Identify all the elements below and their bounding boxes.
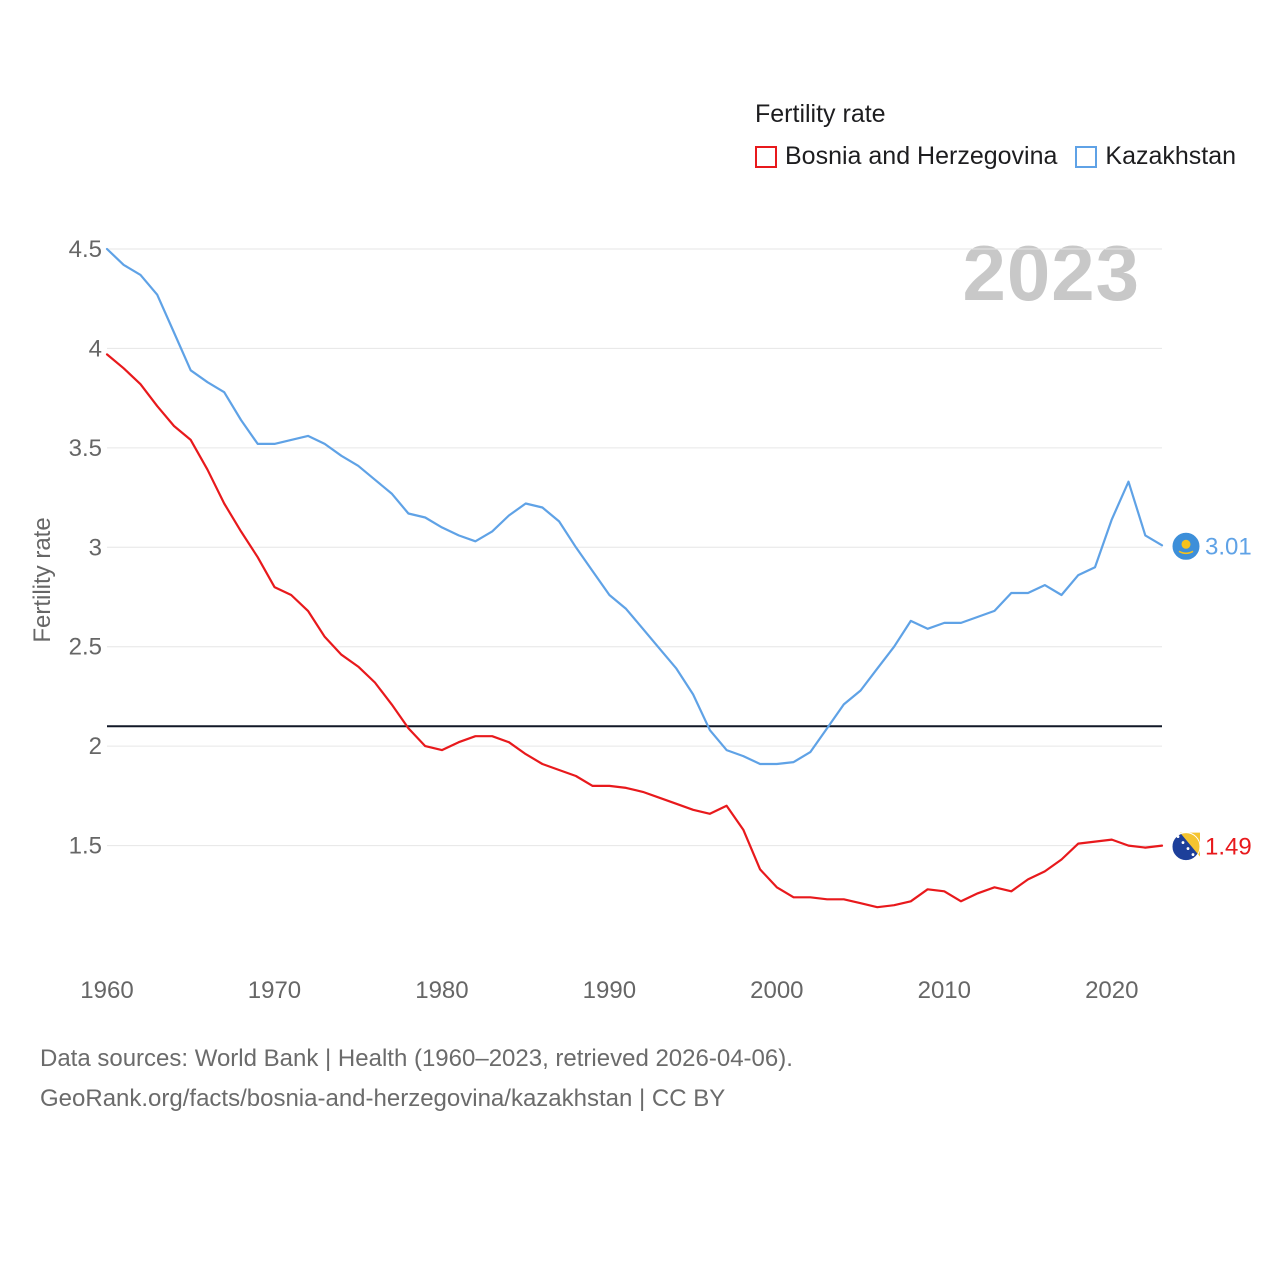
line-chart: 1.5 2 2.5 3 3.5 4 4.5 1960 1970 1980 1990 2000 2010… bbox=[29, 236, 1252, 1004]
x-tick-label: 1980 bbox=[415, 977, 468, 1004]
y-axis-title: Fertility rate bbox=[29, 517, 56, 642]
legend: Bosnia and Herzegovina Kazakhstan bbox=[755, 142, 1254, 171]
y-tick-label: 2.5 bbox=[69, 634, 102, 661]
legend-label-kazakhstan: Kazakhstan bbox=[1105, 142, 1237, 170]
legend-swatch-bosnia bbox=[755, 145, 777, 168]
end-value-label: 1.49 bbox=[1205, 834, 1252, 861]
y-tick-label: 1.5 bbox=[69, 833, 102, 860]
end-value-label: 3.01 bbox=[1205, 533, 1252, 560]
series-line-kazakhstan[interactable] bbox=[105, 247, 1164, 766]
source-link[interactable]: GeoRank.org/facts/bosnia-and-herzegovina… bbox=[40, 1085, 726, 1112]
legend-title: Fertility rate bbox=[755, 100, 886, 128]
year-label: 2023 bbox=[962, 229, 1140, 317]
y-tick-label: 2 bbox=[89, 733, 102, 760]
x-tick-label: 2010 bbox=[918, 977, 971, 1004]
source-note: Data sources: World Bank | Health (1960–… bbox=[40, 1045, 793, 1072]
bosnia-flag-icon bbox=[1171, 832, 1201, 862]
y-tick-label: 3 bbox=[89, 534, 102, 561]
kazakhstan-flag-icon bbox=[1171, 531, 1201, 561]
y-tick-label: 4 bbox=[89, 335, 102, 362]
x-tick-label: 1990 bbox=[583, 977, 636, 1004]
x-axis-ticks: 1960 1970 1980 1990 2000 2010 2020 bbox=[80, 977, 1138, 1004]
grid-lines bbox=[107, 248, 1162, 847]
x-tick-label: 1970 bbox=[248, 977, 301, 1004]
end-markers: 1.49 3.01 bbox=[1171, 531, 1252, 862]
x-tick-label: 2000 bbox=[750, 977, 803, 1004]
x-tick-label: 1960 bbox=[80, 977, 133, 1004]
legend-item-bosnia[interactable]: Bosnia and Herzegovina bbox=[755, 142, 1057, 171]
legend-label-bosnia: Bosnia and Herzegovina bbox=[785, 142, 1058, 170]
series-line-bosnia[interactable] bbox=[105, 353, 1164, 909]
y-tick-label: 3.5 bbox=[69, 435, 102, 462]
y-axis-ticks: 1.5 2 2.5 3 3.5 4 4.5 bbox=[69, 236, 102, 860]
legend-item-kazakhstan[interactable]: Kazakhstan bbox=[1075, 142, 1236, 171]
x-tick-label: 2020 bbox=[1085, 977, 1138, 1004]
legend-swatch-kazakhstan bbox=[1075, 145, 1098, 168]
series-group bbox=[105, 247, 1164, 909]
y-tick-label: 4.5 bbox=[69, 236, 102, 263]
